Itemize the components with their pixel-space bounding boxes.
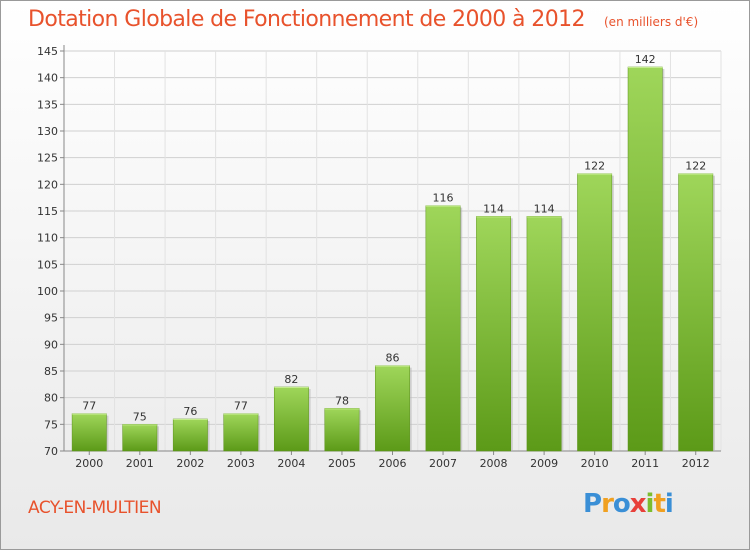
logo-letter: P <box>583 489 602 519</box>
bar-value-label: 122 <box>584 160 605 173</box>
logo-letter: x <box>629 489 647 519</box>
y-tick-label: 135 <box>37 98 58 111</box>
bar-value-label: 76 <box>183 405 197 418</box>
y-tick-label: 105 <box>37 258 58 271</box>
x-tick-label: 2002 <box>176 457 204 470</box>
label-layer: 77 75 76 77 82 78 86 116 114 114 122 142 122 <box>82 53 706 423</box>
bar-value-label: 142 <box>635 53 656 66</box>
y-tick-label: 90 <box>44 338 58 351</box>
y-tick-label: 100 <box>37 285 58 298</box>
logo-letter: t <box>653 489 665 519</box>
bar-value-label: 86 <box>386 352 400 365</box>
x-tick-label: 2004 <box>277 457 305 470</box>
x-tick-label: 2001 <box>126 457 154 470</box>
bar <box>425 205 461 452</box>
bar <box>122 424 158 452</box>
bar-value-label: 116 <box>433 192 454 205</box>
x-tick-label: 2008 <box>480 457 508 470</box>
y-tick-label: 125 <box>37 152 58 165</box>
bar <box>678 173 714 452</box>
logo-letter: r <box>601 489 614 519</box>
y-tick-label: 80 <box>44 392 58 405</box>
x-tick-label: 2010 <box>581 457 609 470</box>
x-tick-label: 2003 <box>227 457 255 470</box>
bar <box>223 413 259 452</box>
x-tick-label: 2006 <box>379 457 407 470</box>
bar-value-label: 78 <box>335 394 349 407</box>
bar-value-label: 82 <box>284 373 298 386</box>
logo-letter: i <box>664 489 674 519</box>
x-tick-label: 2009 <box>530 457 558 470</box>
y-tick-label: 115 <box>37 205 58 218</box>
y-tick-label: 120 <box>37 178 58 191</box>
x-tick-label: 2000 <box>75 457 103 470</box>
bar <box>526 216 562 452</box>
bar-value-label: 114 <box>483 202 504 215</box>
bar <box>172 418 208 452</box>
bar <box>627 66 663 452</box>
y-tick-label: 95 <box>44 312 58 325</box>
bar-value-label: 77 <box>82 400 96 413</box>
logo-letter: i <box>645 489 655 519</box>
bar-value-label: 75 <box>133 410 147 423</box>
title-block: Dotation Globale de Fonctionnement de 20… <box>28 7 698 32</box>
y-tick-label: 145 <box>37 45 58 58</box>
commune-name: ACY-EN-MULTIEN <box>28 498 162 518</box>
x-tick-label: 2011 <box>631 457 659 470</box>
bar-value-label: 77 <box>234 400 248 413</box>
y-tick-label: 110 <box>37 232 58 245</box>
bar-value-label: 122 <box>685 160 706 173</box>
bar <box>273 386 309 452</box>
bar-value-label: 114 <box>534 202 555 215</box>
proxiti-logo: Proxiti <box>583 489 674 519</box>
y-tick-label: 75 <box>44 418 58 431</box>
bar <box>476 216 512 452</box>
x-tick-label: 2005 <box>328 457 356 470</box>
chart-subtitle: (en milliers d'€) <box>604 15 699 29</box>
bar <box>577 173 613 452</box>
bar <box>71 413 107 452</box>
bar <box>324 408 360 452</box>
x-tick-label: 2012 <box>682 457 710 470</box>
y-tick-label: 85 <box>44 365 58 378</box>
y-tick-label: 70 <box>44 445 58 458</box>
bar-layer <box>71 66 715 452</box>
y-tick-label: 130 <box>37 125 58 138</box>
bar <box>375 365 410 452</box>
logo-letter: o <box>612 489 631 519</box>
y-tick-label: 140 <box>37 72 58 85</box>
x-tick-label: 2007 <box>429 457 457 470</box>
chart-title: Dotation Globale de Fonctionnement de 20… <box>28 7 586 32</box>
